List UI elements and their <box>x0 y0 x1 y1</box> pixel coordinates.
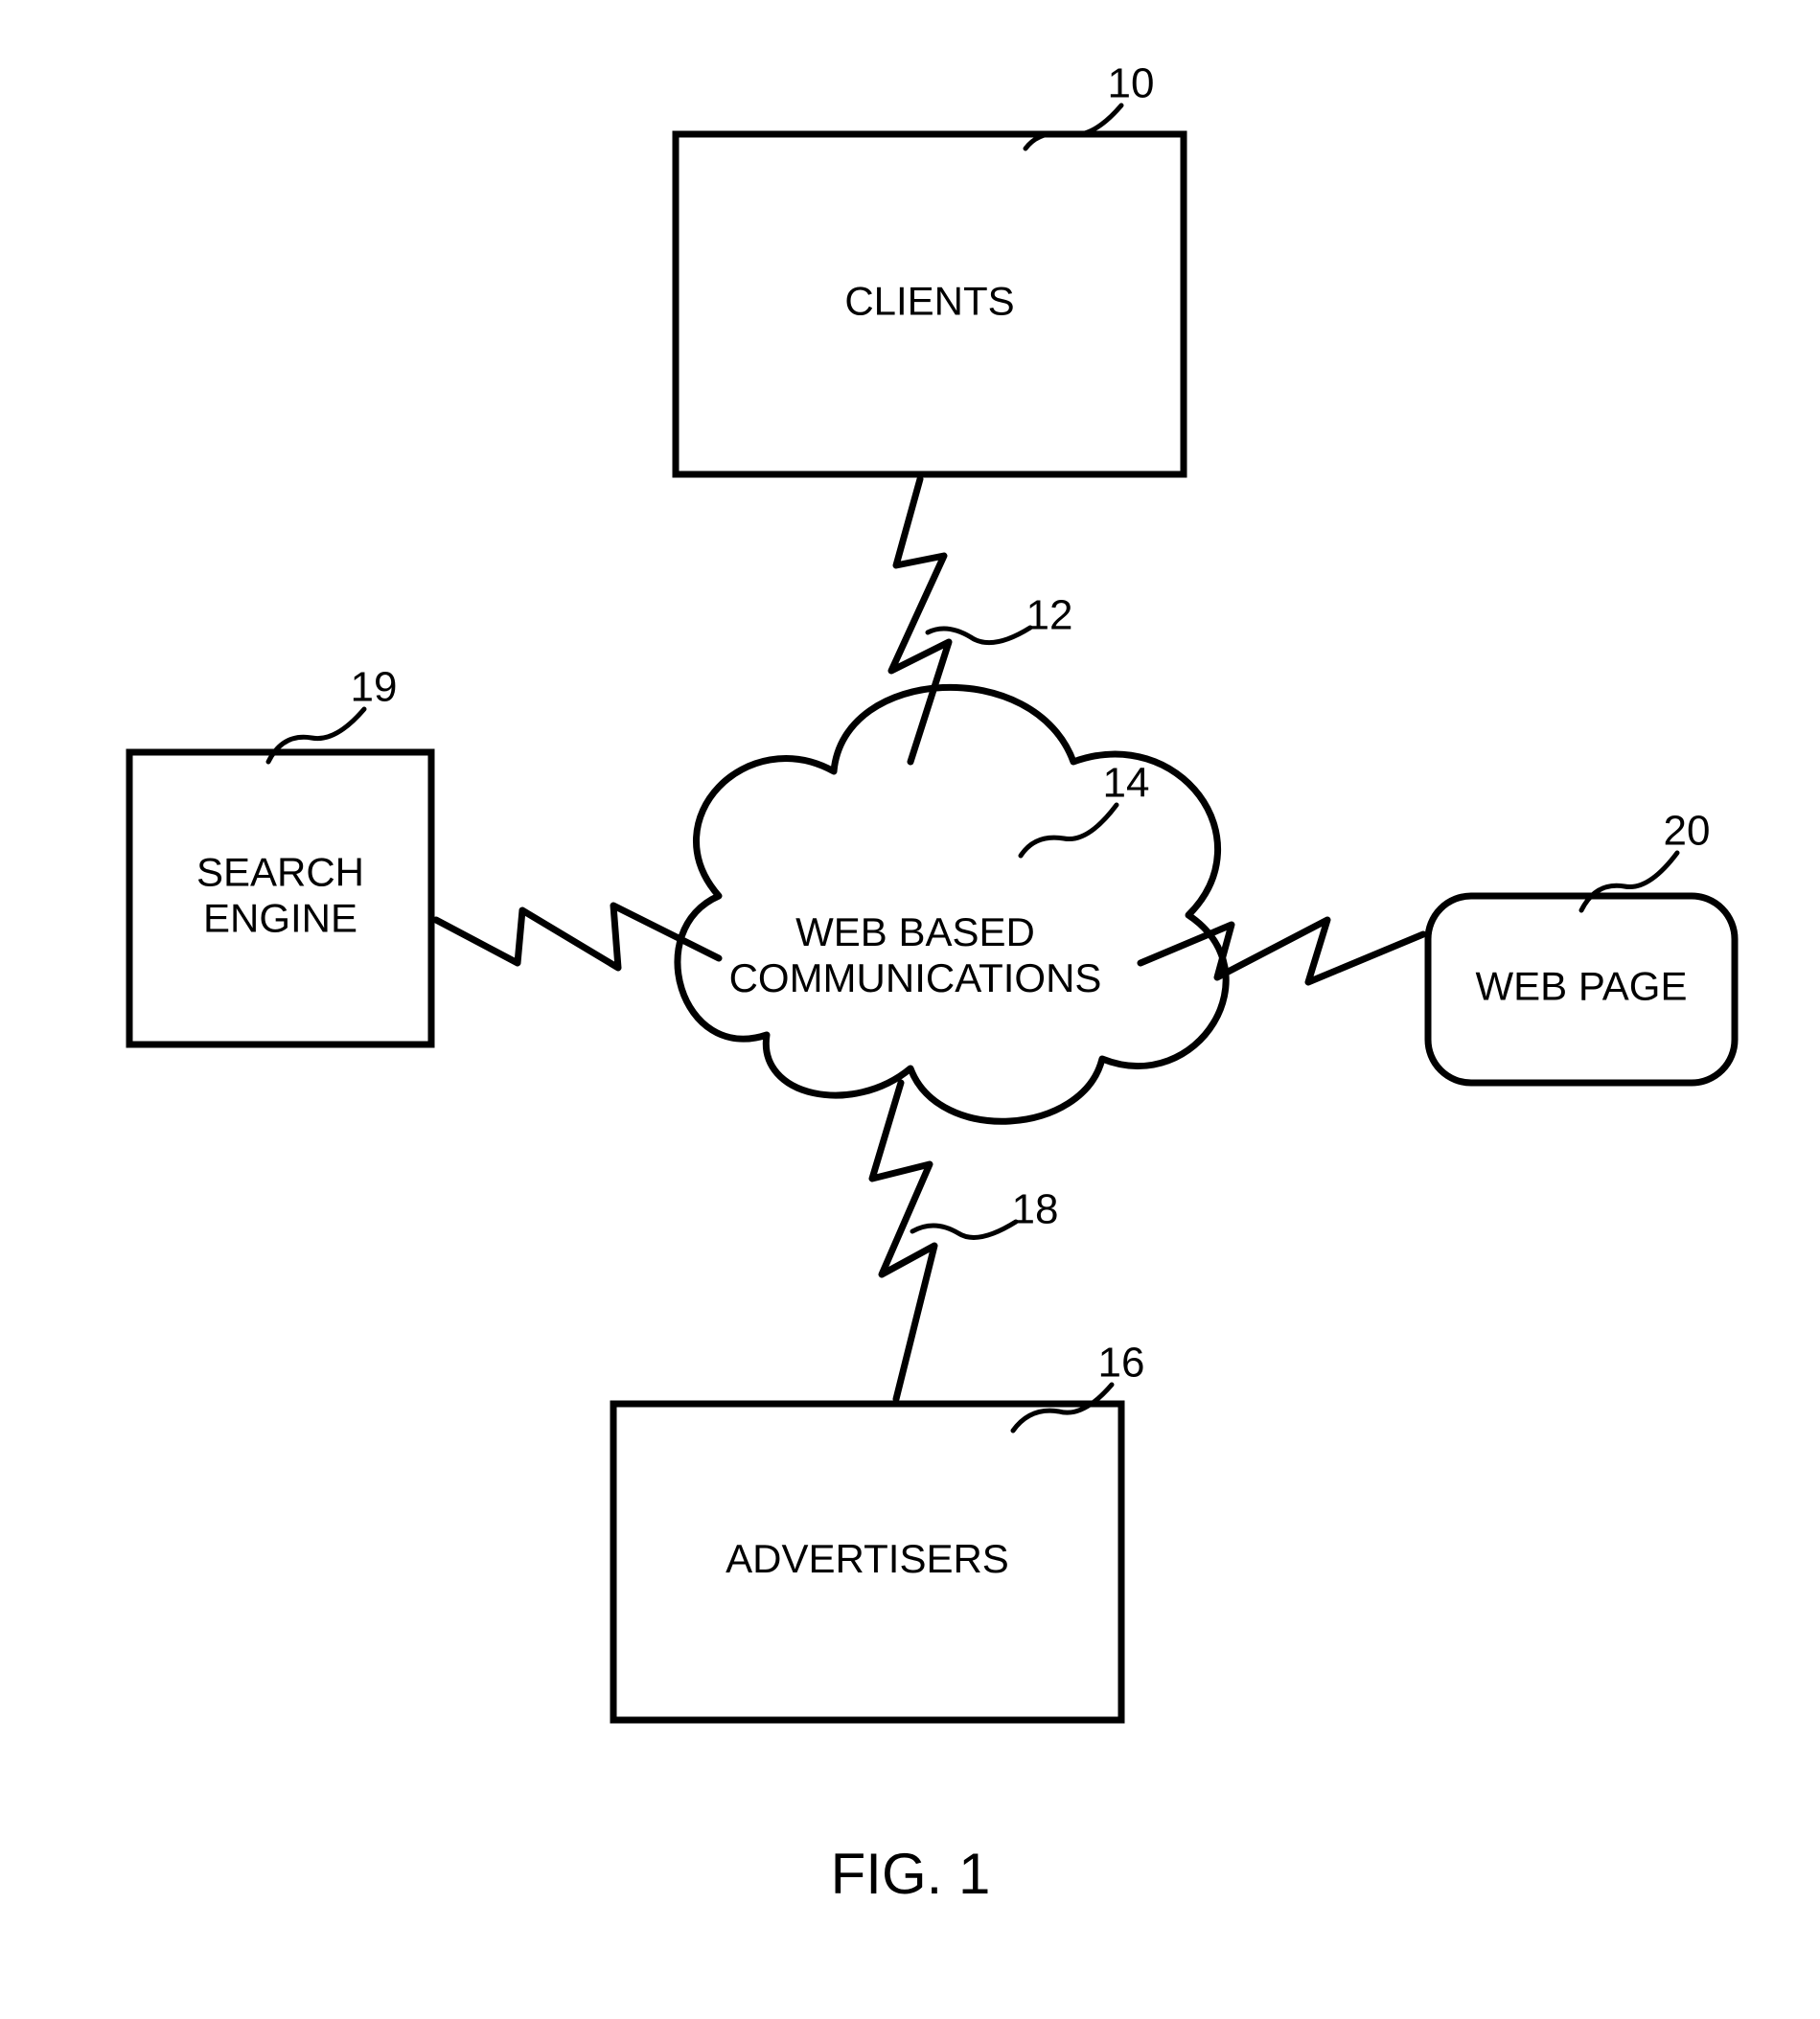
bolt-bottom-ref: 18 <box>1012 1186 1059 1233</box>
webpage-node-label-line-0: WEB PAGE <box>1476 964 1688 1009</box>
bolt-bottom <box>872 1083 934 1399</box>
search-node-label-line-1: ENGINE <box>203 896 357 941</box>
search-node-ref: 19 <box>351 664 398 711</box>
bolt-top-leader <box>928 628 1030 643</box>
cloud-node-label-line-1: COMMUNICATIONS <box>729 955 1102 1000</box>
cloud-node-label-line-0: WEB BASED <box>795 909 1035 954</box>
advertisers-node-ref: 16 <box>1098 1340 1145 1387</box>
advertisers-node-label-line-0: ADVERTISERS <box>726 1536 1009 1581</box>
bolt-bottom-leader <box>912 1222 1016 1237</box>
cloud-node <box>678 687 1226 1121</box>
cloud-node-ref: 14 <box>1103 760 1150 807</box>
bolt-top-ref: 12 <box>1026 592 1073 639</box>
clients-node-ref: 10 <box>1108 60 1155 107</box>
figure-title: FIG. 1 <box>831 1842 991 1906</box>
search-node-label-line-0: SEARCH <box>196 849 364 894</box>
clients-node-label-line-0: CLIENTS <box>844 279 1014 324</box>
webpage-node-ref: 20 <box>1664 808 1711 855</box>
